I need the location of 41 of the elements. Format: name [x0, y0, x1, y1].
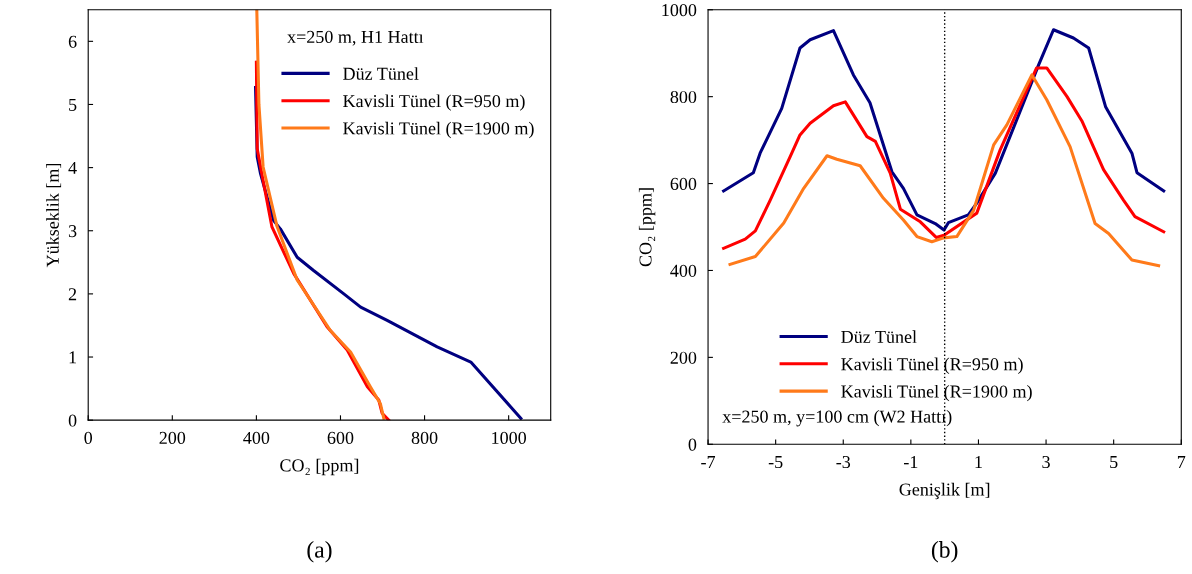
x-tick-label: -1	[904, 456, 918, 468]
x-tick-label: 5	[1110, 456, 1118, 469]
y-axis-title: CO₂ [ppm]	[638, 188, 656, 267]
y-tick-label: 600	[670, 177, 697, 191]
y-tick-label: 800	[670, 90, 697, 104]
legend-label: Düz Tünel	[841, 330, 917, 343]
legend-label: Kavisli Tünel (R=1900 m)	[841, 384, 1032, 402]
x-tick-label: 600	[327, 431, 354, 444]
text: (a)	[307, 541, 332, 563]
x-tick-label: 7	[1177, 456, 1186, 468]
x-tick-label: -7	[701, 456, 716, 468]
x-tick-label: 1	[975, 456, 982, 468]
x-tick-label: 3	[1042, 455, 1050, 469]
y-tick-label: 1000	[662, 4, 697, 17]
y-tick-label: 4	[68, 161, 77, 174]
y-tick-label: 6	[68, 35, 77, 48]
y-tick-label: 5	[69, 98, 77, 111]
line-series	[722, 28, 1166, 232]
y-tick-label: 200	[670, 351, 697, 364]
y-tick-label: 2	[68, 288, 77, 301]
x-tick-label: 1000	[492, 431, 527, 444]
legend-label: Kavisli Tünel (R=950 m)	[841, 357, 1023, 374]
y-tick-label: 0	[68, 414, 77, 427]
text: (b)	[931, 541, 958, 563]
legend-label: Düz Tünel	[343, 67, 419, 80]
legend-label: Kavisli Tünel (R=1900 m)	[343, 121, 534, 139]
x-tick-label: 400	[243, 431, 270, 444]
y-tick-label: 1	[69, 351, 77, 364]
x-tick-label: -3	[836, 455, 851, 469]
x-tick-label: 0	[84, 431, 93, 444]
y-tick-label: 3	[68, 225, 77, 238]
annotation: x=250 m, y=100 cm (W2 Hattı)	[722, 409, 952, 427]
x-axis-title: Genişlik [m]	[899, 482, 990, 500]
y-tick-label: 400	[670, 264, 697, 277]
x-tick-label: 200	[159, 431, 186, 444]
annotation: x=250 m, H1 Hattı	[287, 30, 424, 46]
x-tick-label: 800	[411, 431, 438, 444]
x-tick-label: -5	[768, 456, 783, 469]
x-axis-title: CO₂ [ppm]	[280, 458, 359, 476]
y-axis-title: Yükseklik [m]	[46, 163, 62, 268]
legend-label: Kavisli Tünel (R=950 m)	[343, 94, 525, 111]
